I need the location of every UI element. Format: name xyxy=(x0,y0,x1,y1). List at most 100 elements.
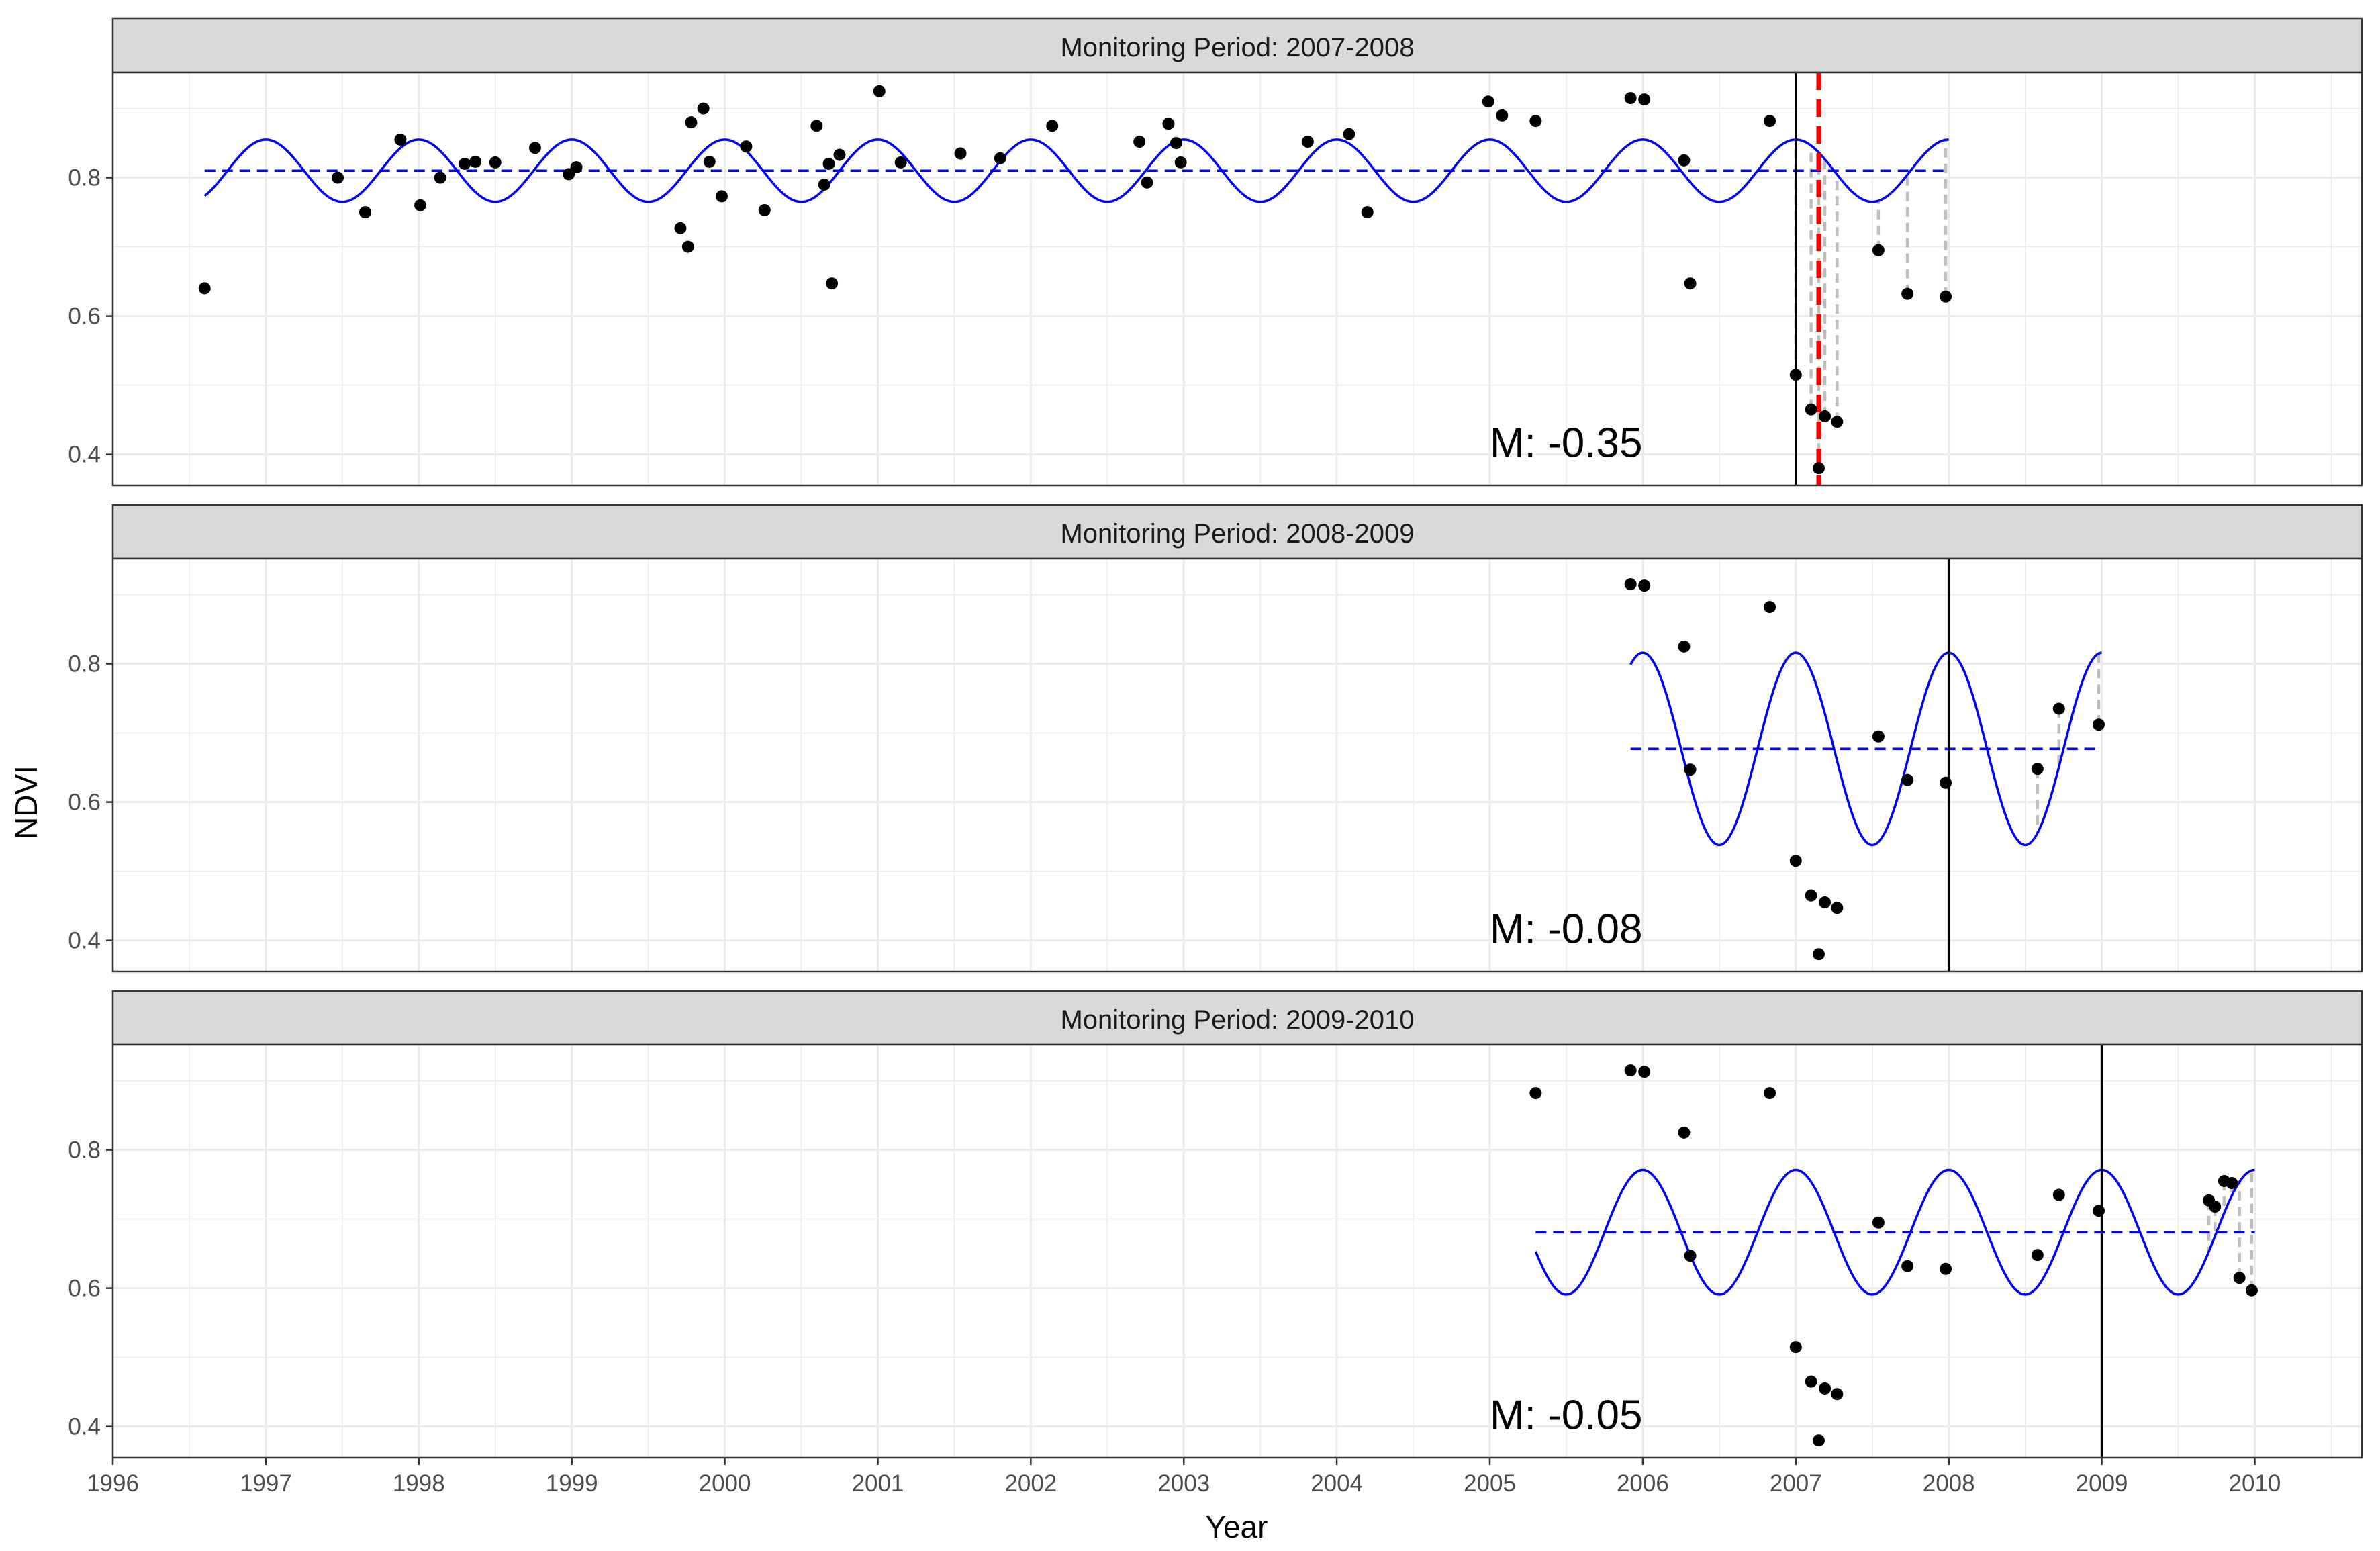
data-point xyxy=(1901,773,1914,786)
strip-label: Monitoring Period: 2007-2008 xyxy=(1060,33,1414,62)
y-tick-label: 0.6 xyxy=(68,1276,101,1302)
data-point xyxy=(1046,120,1059,132)
data-point xyxy=(2052,1188,2065,1201)
x-tick-label: 2002 xyxy=(1004,1470,1057,1497)
data-point xyxy=(703,155,716,168)
panel-border xyxy=(111,71,2363,487)
strip-background xyxy=(111,504,2363,560)
x-tick-label: 2008 xyxy=(1923,1470,1975,1497)
data-point xyxy=(1624,1064,1637,1077)
panel-background xyxy=(113,559,2362,972)
y-tick-label: 0.4 xyxy=(68,1414,101,1440)
strip-label: Monitoring Period: 2009-2010 xyxy=(1060,1005,1414,1035)
x-tick-label: 2000 xyxy=(699,1470,751,1497)
data-point xyxy=(2052,702,2065,715)
data-point xyxy=(1174,156,1187,169)
data-point xyxy=(359,206,372,219)
data-point xyxy=(894,156,907,169)
data-point xyxy=(758,204,771,216)
data-point xyxy=(1872,244,1885,256)
data-point xyxy=(414,199,427,211)
data-point xyxy=(1343,128,1355,140)
data-point xyxy=(1133,136,1146,148)
data-point xyxy=(2226,1177,2238,1190)
data-point xyxy=(2209,1201,2222,1213)
data-point xyxy=(394,133,407,146)
magnitude-annotation: M: -0.08 xyxy=(1490,906,1642,953)
data-point xyxy=(1831,416,1844,428)
data-point xyxy=(1684,1250,1697,1262)
data-point xyxy=(1624,578,1637,591)
data-point xyxy=(1819,410,1831,422)
data-point xyxy=(1940,776,1952,789)
y-tick-label: 0.8 xyxy=(68,165,101,191)
data-point xyxy=(818,178,830,191)
data-point xyxy=(1831,902,1844,914)
data-point xyxy=(1684,277,1697,290)
data-point xyxy=(2031,763,2044,775)
data-point xyxy=(1361,206,1374,219)
strip-background xyxy=(111,990,2363,1046)
data-point xyxy=(740,140,753,153)
fit-line xyxy=(203,138,1949,203)
magnitude-annotation: M: -0.05 xyxy=(1490,1393,1642,1439)
data-point xyxy=(2031,1249,2044,1262)
data-point xyxy=(1901,1260,1914,1272)
magnitude-annotation: M: -0.35 xyxy=(1490,420,1642,467)
data-point xyxy=(1141,176,1153,189)
data-point xyxy=(459,157,471,170)
facet-panels: Monitoring Period: 2007-2008 M: -0.35 0.4 0… xyxy=(68,17,2363,1459)
data-point xyxy=(332,171,344,184)
x-tick-label: 2005 xyxy=(1464,1470,1516,1497)
data-point xyxy=(1764,601,1776,614)
data-point xyxy=(1638,93,1651,106)
data-point xyxy=(822,157,835,170)
data-point xyxy=(1482,95,1494,108)
data-point xyxy=(1940,290,1952,303)
x-tick-label: 2010 xyxy=(2229,1470,2281,1497)
data-point xyxy=(1678,154,1691,167)
data-point xyxy=(1819,1382,1831,1395)
data-point xyxy=(563,168,575,181)
data-point xyxy=(1678,640,1691,653)
x-tick-label: 1998 xyxy=(393,1470,445,1497)
data-point xyxy=(1805,1375,1817,1388)
data-point xyxy=(198,282,211,295)
data-point xyxy=(469,155,482,168)
x-tick-label: 1999 xyxy=(546,1470,598,1497)
x-axis-title: Year xyxy=(1206,1509,1268,1544)
data-point xyxy=(1789,855,1802,867)
x-axis: 1996 1997 1998 1999 2000 2001 2002 2003 2004 2005… xyxy=(87,1458,2281,1497)
data-point xyxy=(1684,763,1697,776)
y-tick-label: 0.6 xyxy=(68,303,101,330)
data-point xyxy=(1940,1262,1952,1275)
data-point xyxy=(685,116,698,129)
y-axis-title: NDVI xyxy=(9,765,44,839)
data-point xyxy=(1812,1434,1825,1447)
x-tick-label: 1997 xyxy=(240,1470,292,1497)
data-point xyxy=(2233,1272,2246,1284)
data-point xyxy=(434,171,446,184)
data-point xyxy=(1819,896,1831,908)
y-tick-label: 0.4 xyxy=(68,928,101,954)
y-tick-label: 0.8 xyxy=(68,651,101,677)
data-point xyxy=(1638,1066,1651,1078)
data-point xyxy=(716,190,728,203)
data-point xyxy=(570,161,583,174)
strip-label: Monitoring Period: 2008-2009 xyxy=(1060,519,1414,549)
data-point xyxy=(810,120,823,132)
data-point xyxy=(954,147,967,160)
y-tick-label: 0.8 xyxy=(68,1137,101,1164)
data-point xyxy=(1872,1216,1885,1229)
panel-background xyxy=(113,1045,2362,1458)
data-point xyxy=(994,152,1006,164)
data-point xyxy=(674,222,687,234)
facet-panel: Monitoring Period: 2007-2008 M: -0.35 0.4 0… xyxy=(68,17,2363,487)
facet-panel: Monitoring Period: 2009-2010 M: -0.05 0.4 0… xyxy=(68,990,2363,1459)
data-point xyxy=(1624,92,1637,105)
x-tick-label: 2009 xyxy=(2076,1470,2128,1497)
data-point xyxy=(1812,462,1825,475)
data-point xyxy=(1805,403,1817,416)
data-point xyxy=(1301,136,1314,148)
data-point xyxy=(2093,718,2105,731)
